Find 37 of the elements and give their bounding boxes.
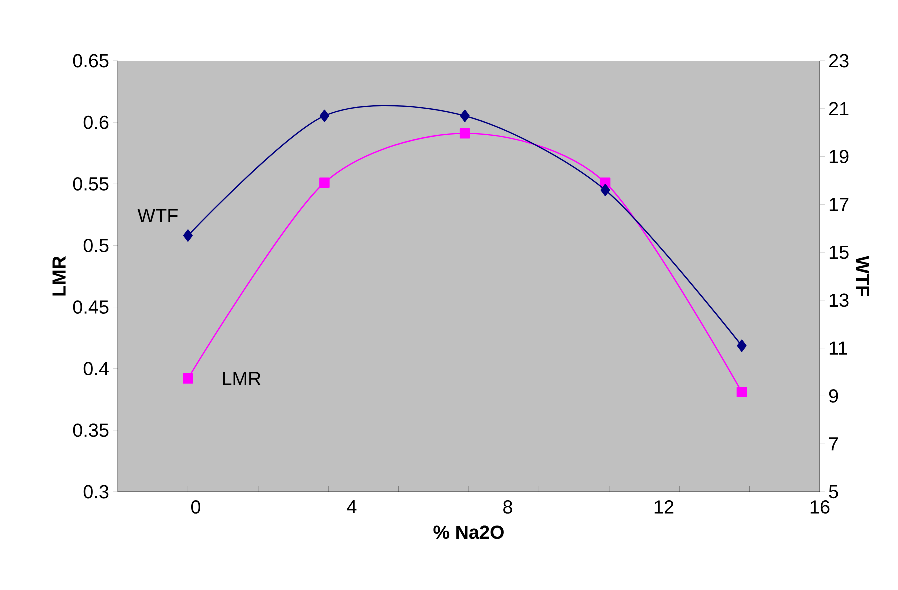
y2-tick-label: 17 [830,198,849,212]
point [736,387,748,398]
point [460,128,470,139]
x-tick-label: 16 [810,500,830,514]
series-label: LMR [223,372,261,386]
y-tick-label: 0.55 [73,177,109,191]
y-tick-label: 0.45 [73,300,109,314]
y2-tick-label: 7 [829,438,838,451]
x-tick-label: 0 [191,500,201,514]
y-tick-label: 0.6 [84,116,109,130]
x-axis-title: % Na2O [434,526,504,540]
y-tick-label: 0.4 [84,362,109,376]
y-tick-label: 0.5 [84,239,109,252]
y-tick-label: 0.35 [73,424,109,438]
y-axis-title: LMR [52,256,66,296]
point [600,184,610,196]
point [183,374,194,384]
x-tick-label: 8 [504,500,512,514]
y2-tick-label: 23 [829,54,849,68]
y2-tick-label: 15 [830,246,849,260]
y-tick-label: 0.65 [73,54,109,68]
y2-tick-label: 9 [829,390,838,403]
point [320,178,330,188]
y2-tick-label: 11 [830,342,848,355]
y2-axis-title: WTF [856,256,870,296]
point [460,110,470,122]
point [183,230,193,242]
y2-tick-label: 19 [830,150,849,164]
point [737,340,747,352]
y2-tick-label: 21 [829,102,849,116]
x-tick-label: 12 [654,500,674,514]
point [320,110,330,122]
y2-tick-label: 13 [830,294,849,308]
x-tick-label: 4 [347,500,357,514]
y-tick-label: 0.3 [84,485,109,499]
series-label: WTF [138,209,178,222]
y2-tick-label: 5 [829,485,838,499]
